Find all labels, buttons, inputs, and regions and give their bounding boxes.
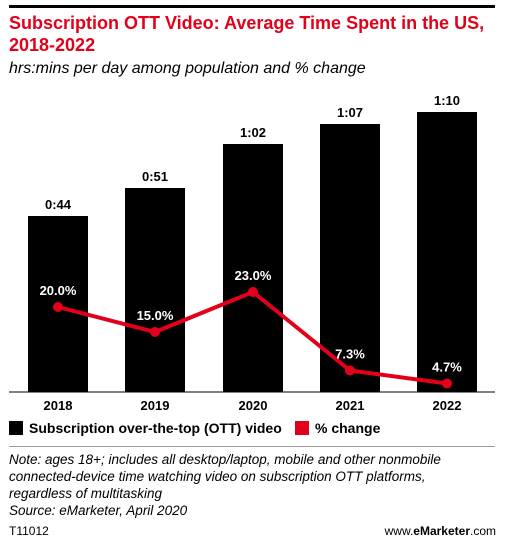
top-rule: [9, 5, 495, 8]
site-prefix: www.: [384, 524, 414, 538]
x-tick-label: 2022: [433, 398, 462, 413]
line-value-label: 4.7%: [432, 360, 462, 375]
chart-subtitle: hrs:mins per day among population and % …: [9, 60, 366, 77]
site-link[interactable]: www.eMarketer.com: [385, 524, 496, 538]
line-value-label: 7.3%: [335, 347, 365, 362]
footnote: Note: ages 18+; includes all desktop/lap…: [9, 451, 499, 519]
x-tick-label: 2018: [44, 398, 73, 413]
legend: Subscription over-the-top (OTT) video % …: [9, 420, 495, 440]
chart-area: 0:44 0:51 1:02 1:07 1:10 2018 2019 2020 2021 2022…: [9, 93, 495, 413]
line-point: [248, 287, 258, 297]
chart-code: T11012: [9, 524, 49, 538]
line-value-label: 15.0%: [137, 308, 174, 323]
x-tick-label: 2020: [239, 398, 268, 413]
bar-value-label: 0:44: [45, 197, 72, 212]
line-value-label: 20.0%: [40, 283, 77, 298]
source-line: Source: eMarketer, April 2020: [9, 503, 188, 518]
line-value-label: 23.0%: [235, 268, 272, 283]
bar: [223, 144, 283, 392]
chart-title: Subscription OTT Video: Average Time Spe…: [9, 13, 485, 55]
footer-divider: [9, 446, 495, 447]
line-point: [53, 302, 63, 312]
line-point: [150, 327, 160, 337]
x-tick-label: 2019: [141, 398, 170, 413]
legend-label-bar: Subscription over-the-top (OTT) video: [29, 420, 282, 436]
bar: [125, 188, 185, 392]
legend-swatch-bar: [9, 421, 23, 435]
legend-swatch-line: [295, 421, 309, 435]
note-line-3: regardless of multitasking: [9, 486, 163, 501]
legend-label-line: % change: [315, 420, 381, 436]
x-tick-label: 2021: [336, 398, 365, 413]
line-point: [345, 365, 355, 376]
line-point: [442, 378, 452, 389]
note-line-2: connected-device time watching video on …: [9, 469, 426, 484]
bar: [320, 124, 380, 392]
bar-value-label: 1:10: [434, 93, 460, 108]
site-brand: eMarketer: [413, 524, 470, 538]
bar-value-label: 1:07: [337, 105, 363, 120]
note-line-1: Note: ages 18+; includes all desktop/lap…: [9, 452, 441, 467]
bar-value-label: 1:02: [240, 125, 266, 140]
bar: [417, 112, 477, 392]
legend-item-bar: Subscription over-the-top (OTT) video: [9, 420, 282, 436]
site-suffix: .com: [469, 524, 496, 538]
bar-value-label: 0:51: [142, 169, 168, 184]
legend-item-line: % change: [295, 420, 380, 436]
